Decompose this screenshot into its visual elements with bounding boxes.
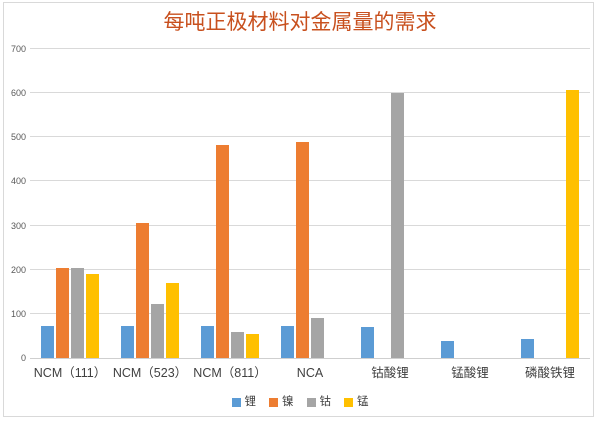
legend-item-锰: 锰 — [344, 396, 369, 408]
y-tick-label-400: 400 — [10, 176, 26, 187]
legend-item-钴: 钴 — [306, 396, 332, 408]
gridline-700 — [30, 48, 590, 49]
legend-item-锂: 锂 — [231, 396, 257, 408]
y-tick-label-500: 500 — [10, 132, 26, 143]
bar-锰-NCM（111） — [86, 274, 99, 358]
bar-镍-NCM（811） — [216, 144, 229, 358]
legend-label: 镍 — [282, 396, 294, 408]
y-tick-label-100: 100 — [10, 308, 26, 319]
legend-swatch-icon — [231, 397, 241, 407]
gridline-400 — [30, 180, 590, 182]
bar-钴-NCA — [311, 318, 324, 358]
bar-钴-NCM（111） — [71, 267, 84, 358]
gridline-200 — [30, 268, 590, 270]
y-axis: 0 100 200 300 400 500 600 700 — [0, 44, 26, 363]
bar-镍-NCA — [296, 142, 309, 358]
legend-swatch-icon — [344, 397, 353, 407]
bar-镍-NCM（523） — [136, 223, 149, 358]
x-category-label: NCM（811） — [193, 366, 267, 380]
bar-锂-钴酸锂 — [361, 327, 374, 358]
chart-title: 每吨正极材料对金属量的需求 — [163, 10, 437, 34]
bar-钴-钴酸锂 — [391, 93, 404, 358]
bar-锂-NCM（111） — [41, 326, 54, 358]
gridline-100 — [30, 312, 590, 314]
y-tick-label-700: 700 — [10, 44, 26, 54]
y-tick-label-200: 200 — [10, 264, 26, 275]
x-axis: NCM（111） NCM（523） NCM（811） NCA 钴酸锂 锰酸锂 磷酸铁锂 — [30, 364, 590, 384]
bar-钴-NCM（523） — [151, 304, 164, 358]
bar-锂-NCM（811） — [201, 326, 214, 358]
bar-镍-NCM（111） — [56, 267, 69, 358]
y-tick-label-0: 0 — [20, 353, 26, 363]
legend-label: 锂 — [244, 396, 257, 408]
legend-swatch-icon — [306, 397, 316, 407]
bar-钴-NCM（811） — [231, 331, 244, 358]
x-category-label: 磷酸铁锂 — [524, 366, 575, 380]
x-category-label: 钴酸锂 — [371, 366, 409, 380]
x-category-label: NCM（523） — [112, 366, 188, 380]
bar-锂-NCM（523） — [121, 326, 134, 358]
y-tick-label-300: 300 — [10, 220, 26, 231]
legend-label: 钴 — [319, 396, 332, 408]
bar-锰-NCM（811） — [246, 333, 259, 358]
bar-锰-磷酸铁锂 — [566, 90, 579, 358]
legend: 锂镍钴锰 — [0, 396, 600, 408]
y-tick-label-600: 600 — [10, 88, 26, 99]
x-category-label: 锰酸锂 — [451, 366, 489, 380]
bar-锰-NCM（523） — [166, 282, 179, 358]
bar-锂-锰酸锂 — [441, 341, 454, 358]
bar-锂-NCA — [281, 326, 294, 358]
gridline-0 — [30, 358, 590, 359]
plot-area — [30, 48, 590, 359]
bar-锂-磷酸铁锂 — [521, 338, 534, 358]
legend-item-镍: 镍 — [269, 396, 294, 408]
gridline-500 — [30, 136, 590, 138]
legend-swatch-icon — [269, 397, 278, 407]
legend-label: 锰 — [357, 396, 369, 408]
x-category-label: NCA — [296, 366, 324, 380]
x-category-label: NCM（111） — [33, 366, 107, 380]
gridline-300 — [30, 224, 590, 226]
gridline-600 — [30, 92, 590, 94]
